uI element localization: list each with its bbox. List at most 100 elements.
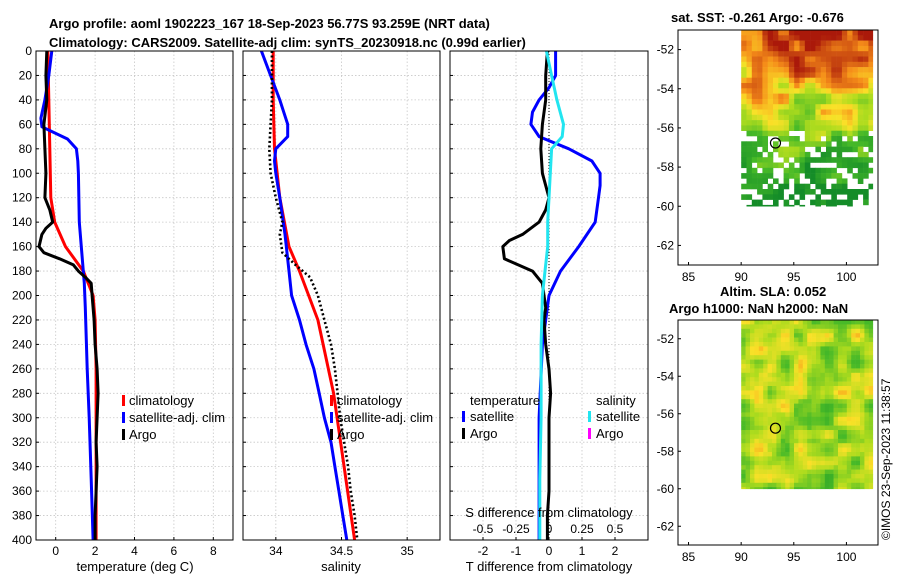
- map-cell: [750, 372, 755, 378]
- map-cell: [785, 346, 790, 352]
- map-cell: [772, 478, 777, 484]
- map-cell: [750, 342, 755, 347]
- map-cell: [824, 469, 830, 475]
- map-cell: [750, 456, 755, 462]
- map-cell: [847, 130, 853, 137]
- map-cell: [868, 141, 874, 147]
- map-cell: [745, 465, 751, 470]
- map-cell: [852, 45, 859, 52]
- map-cell: [816, 355, 821, 360]
- map-cell: [789, 456, 795, 462]
- map-cell: [863, 136, 869, 142]
- map-cell: [757, 120, 763, 126]
- map-cell: [776, 456, 782, 462]
- map-cell: [815, 83, 821, 89]
- map-cell: [751, 178, 758, 184]
- map-cell: [811, 425, 817, 431]
- map-cell: [794, 342, 799, 347]
- map-cell: [794, 151, 800, 158]
- map-cell: [824, 408, 830, 413]
- series-line-satellite-adj-clim: [259, 51, 349, 540]
- map-cell: [847, 56, 853, 63]
- map-cell: [824, 434, 830, 440]
- map-cell: [746, 83, 753, 89]
- map-cell: [767, 67, 774, 73]
- map-cell: [778, 72, 784, 78]
- map-cell: [757, 61, 763, 68]
- map-cell: [785, 421, 790, 426]
- map-cell: [838, 386, 843, 391]
- map-cell: [829, 381, 834, 387]
- map-cell: [868, 93, 874, 100]
- map-cell: [833, 381, 839, 387]
- map-cell: [754, 324, 760, 330]
- map-cell: [799, 194, 806, 200]
- map-cell: [754, 386, 760, 391]
- map-cell: [829, 403, 834, 409]
- map-cell: [820, 465, 826, 470]
- map-cell: [838, 372, 843, 378]
- map-cell: [778, 120, 784, 126]
- map-cell: [751, 67, 758, 73]
- sst-map-title: sat. SST: -0.261 Argo: -0.676: [671, 10, 844, 25]
- map-cell: [754, 350, 760, 356]
- map-cell: [751, 40, 758, 47]
- map-cell: [810, 83, 816, 89]
- map-cell: [804, 88, 811, 94]
- map-cell: [802, 381, 808, 387]
- map-cell: [794, 183, 800, 190]
- map-cell: [842, 350, 848, 356]
- map-cell: [857, 136, 864, 142]
- map-cell: [798, 333, 804, 338]
- map-cell: [802, 465, 808, 470]
- map-cell: [868, 45, 874, 52]
- map-cell: [846, 482, 852, 488]
- map-cell: [860, 390, 865, 396]
- legend-label: Argo: [596, 426, 623, 441]
- map-cell: [794, 173, 800, 179]
- map-cell: [754, 438, 760, 444]
- map-cell: [847, 199, 853, 206]
- map-cell: [745, 425, 751, 431]
- map-cell: [751, 167, 758, 174]
- map-cell: [864, 421, 870, 426]
- map-cell: [767, 125, 774, 131]
- map-cell: [829, 412, 834, 418]
- map-cell: [855, 474, 861, 479]
- map-cell: [763, 390, 768, 396]
- map-cell: [804, 157, 811, 163]
- map-cell: [763, 377, 768, 382]
- map-cell: [754, 337, 760, 343]
- map-cell: [745, 438, 751, 444]
- map-cell: [776, 372, 782, 378]
- map-cell: [754, 425, 760, 431]
- map-cell: [799, 167, 806, 174]
- map-cell: [799, 183, 806, 190]
- map-cell: [833, 438, 839, 444]
- map-cell: [758, 478, 764, 484]
- map-cell: [758, 324, 764, 330]
- map-cell: [855, 421, 861, 426]
- map-cell: [780, 355, 786, 360]
- map-cell: [745, 482, 751, 488]
- map-cell: [776, 394, 782, 400]
- map-cell: [863, 151, 869, 158]
- map-cell: [798, 430, 804, 435]
- map-cell: [864, 333, 870, 338]
- map-cell: [762, 189, 768, 195]
- map-cell: [794, 93, 800, 100]
- temperature-xlabel: temperature (deg C): [76, 559, 193, 574]
- map-cell: [762, 98, 768, 105]
- map-cell: [857, 178, 864, 184]
- map-cell: [741, 162, 747, 169]
- map-cell: [833, 377, 839, 382]
- map-cell: [868, 342, 874, 347]
- map-cell: [831, 30, 837, 36]
- map-cell: [798, 421, 804, 426]
- map-cell: [783, 151, 790, 158]
- map-cell: [802, 333, 808, 338]
- map-cell: [798, 460, 804, 466]
- map-cell: [807, 447, 812, 453]
- map-cell: [811, 443, 817, 448]
- map-cell: [851, 372, 856, 378]
